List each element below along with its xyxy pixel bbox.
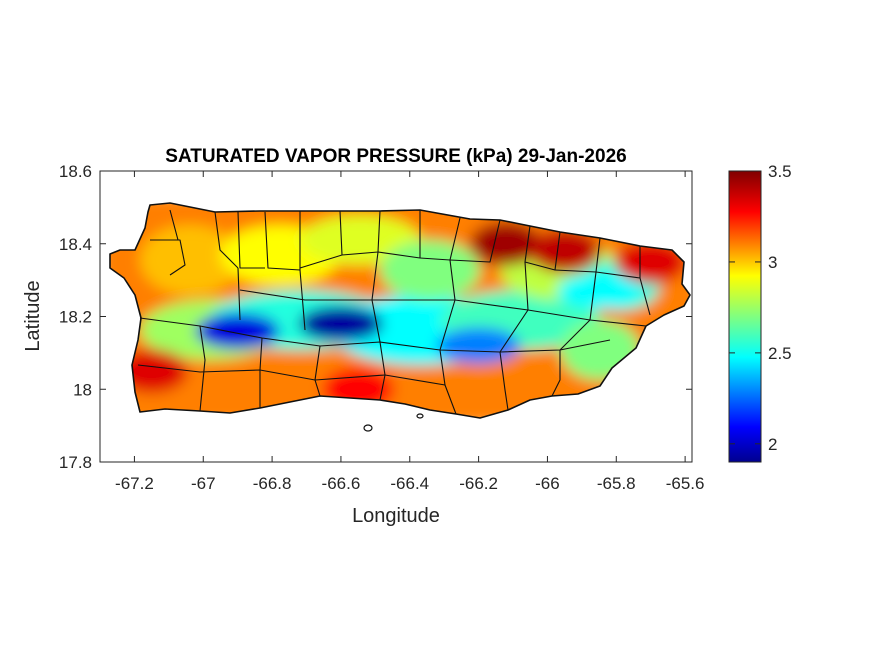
x-axis-label: Longitude xyxy=(352,505,440,527)
x-axis: -67.2 -67 -66.8 -66.6 -66.4 -66.2 -66 -65.8 -65.… xyxy=(115,171,704,493)
municipality-boundary xyxy=(524,225,531,263)
x-tick-label: -65.8 xyxy=(597,474,636,493)
field-hotspot xyxy=(436,327,521,364)
municipality-boundaries xyxy=(137,209,651,432)
map-title: SATURATED VAPOR PRESSURE (kPa) 29-Jan-20… xyxy=(165,146,626,167)
x-tick-label: -65.6 xyxy=(666,474,705,493)
coastline xyxy=(109,202,691,419)
municipality-boundary xyxy=(237,267,241,321)
y-axis-label: Latitude xyxy=(22,280,44,351)
municipality-boundary xyxy=(237,211,265,269)
y-tick-label: 18.4 xyxy=(59,235,92,254)
colorbar-tick-label: 2 xyxy=(768,435,777,454)
municipality-boundary xyxy=(551,350,561,397)
islet xyxy=(363,424,373,432)
x-tick-label: -67.2 xyxy=(115,474,154,493)
colorbar-ticks: 3.5 3 2.5 2 xyxy=(729,162,792,454)
municipality-boundary xyxy=(264,211,301,271)
municipality-boundary xyxy=(449,219,501,263)
colorbar-tick-label: 3.5 xyxy=(768,162,792,181)
islet xyxy=(416,413,424,419)
colorbar: 3.5 3 2.5 2 xyxy=(728,162,792,463)
municipality-boundary xyxy=(639,277,651,316)
municipality-boundary xyxy=(499,351,509,411)
field-hotspot xyxy=(195,313,280,350)
field-hotspot xyxy=(528,229,601,274)
field-band xyxy=(380,240,480,300)
x-tick-label: -66.4 xyxy=(390,474,429,493)
x-tick-label: -66 xyxy=(535,474,560,493)
municipality-boundary xyxy=(137,364,446,386)
x-tick-label: -66.6 xyxy=(322,474,361,493)
y-tick-label: 18 xyxy=(73,380,92,399)
field-hotspot xyxy=(298,305,383,342)
colorbar-gradient xyxy=(728,170,762,463)
municipality-boundary xyxy=(169,209,179,241)
y-tick-label: 18.6 xyxy=(59,162,92,181)
y-tick-label: 18.2 xyxy=(59,308,92,327)
y-axis: 18.6 18.4 18.2 18 17.8 xyxy=(59,162,692,472)
field-hotspot xyxy=(470,221,543,266)
field-hotspot xyxy=(557,273,642,310)
municipality-boundary xyxy=(150,239,186,276)
field-band xyxy=(140,225,240,295)
municipality-boundary xyxy=(214,211,239,269)
field-hotspot xyxy=(614,239,687,284)
y-tick-label: 17.8 xyxy=(59,453,92,472)
x-tick-label: -67 xyxy=(191,474,216,493)
colorbar-tick-label: 3 xyxy=(768,253,777,272)
municipality-boundary xyxy=(239,289,647,327)
municipality-boundary xyxy=(199,325,206,412)
x-tick-label: -66.2 xyxy=(459,474,498,493)
x-tick-label: -66.8 xyxy=(253,474,292,493)
colorbar-tick-label: 2.5 xyxy=(768,344,792,363)
